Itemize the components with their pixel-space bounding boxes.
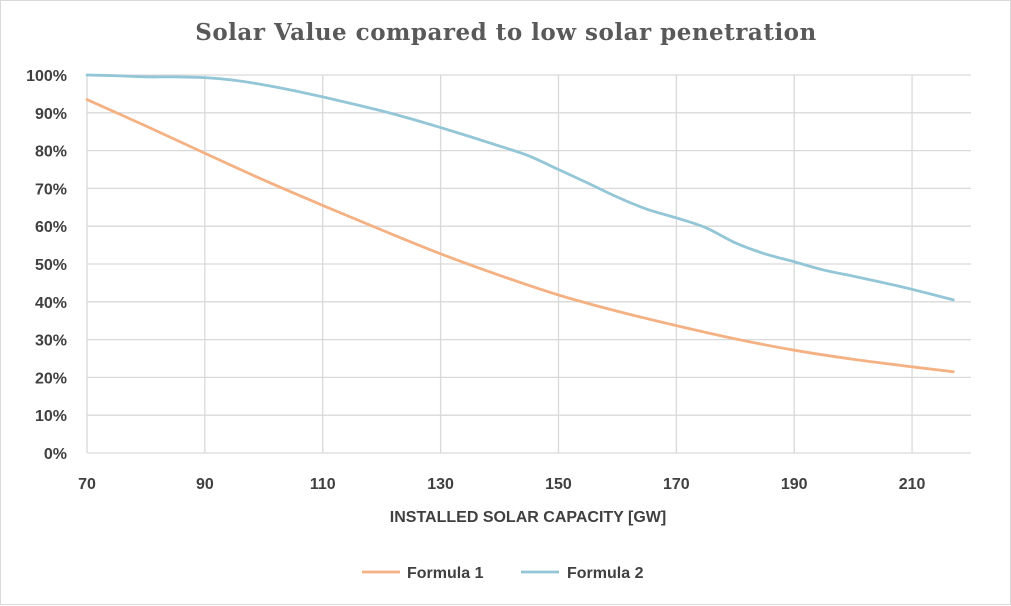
x-tick-label: 110: [310, 476, 336, 493]
y-tick-label: 0%: [44, 446, 67, 463]
series-lines: [85, 73, 955, 374]
y-tick-label: 60%: [35, 219, 67, 236]
series-line-2: [85, 73, 955, 302]
y-tick-label: 20%: [35, 370, 67, 387]
x-tick-label: 70: [78, 476, 96, 493]
chart-title: Solar Value compared to low solar penetr…: [195, 19, 817, 46]
x-tick-label: 150: [545, 476, 572, 493]
legend: Formula 1 Formula 2: [362, 565, 644, 582]
x-tick-label: 90: [196, 476, 214, 493]
x-tick-label: 130: [427, 476, 454, 493]
y-tick-label: 10%: [35, 408, 67, 425]
x-tick-label: 210: [899, 476, 926, 493]
y-tick-label: 50%: [35, 257, 67, 274]
legend-label: Formula 2: [567, 565, 644, 582]
y-tick-label: 80%: [35, 144, 67, 161]
legend-label: Formula 1: [407, 565, 484, 582]
x-axis-ticks: 70 90 110 130 150 170 190 210: [78, 476, 925, 493]
y-tick-label: 40%: [35, 295, 67, 312]
y-tick-label: 100%: [26, 68, 67, 85]
gridlines: [86, 74, 971, 454]
series-line-1: [85, 98, 955, 374]
y-axis-ticks: 0% 10% 20% 30% 40% 50% 60% 70% 80% 90% 100%: [26, 68, 67, 463]
y-tick-label: 90%: [35, 106, 67, 123]
y-tick-label: 70%: [35, 181, 67, 198]
x-tick-label: 170: [663, 476, 690, 493]
x-axis-title: INSTALLED SOLAR CAPACITY [GW]: [390, 509, 666, 526]
y-tick-label: 30%: [35, 333, 67, 350]
x-tick-label: 190: [781, 476, 808, 493]
